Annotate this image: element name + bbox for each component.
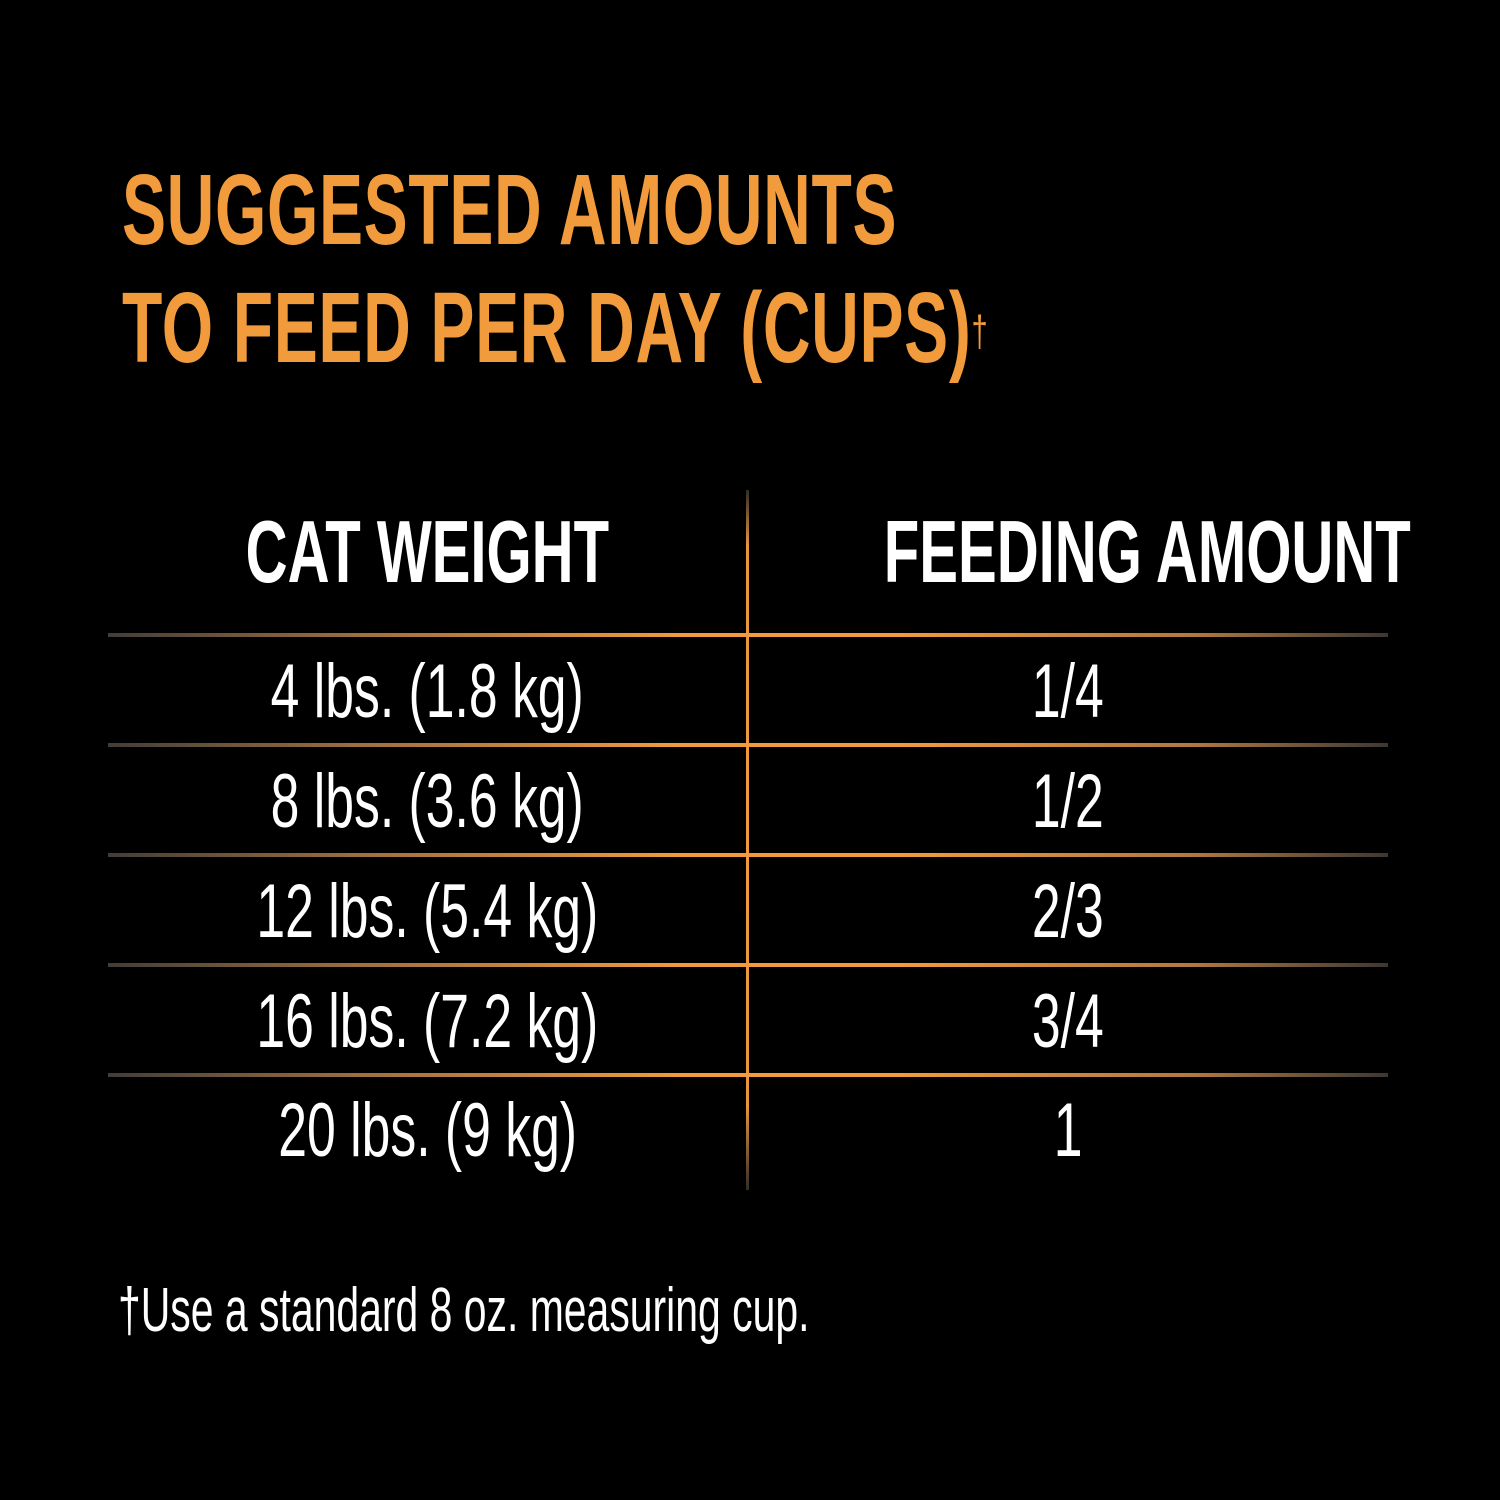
amount-text: 1/2 bbox=[1032, 759, 1104, 844]
dagger-mark: † bbox=[971, 307, 989, 356]
row-divider bbox=[108, 963, 1388, 967]
title-text-2-main: TO FEED PER DAY (CUPS) bbox=[122, 272, 972, 384]
title-line-2: TO FEED PER DAY (CUPS)† bbox=[122, 278, 1435, 378]
weight-text: 16 lbs. (7.2 kg) bbox=[256, 979, 599, 1064]
weight-text: 20 lbs. (9 kg) bbox=[278, 1088, 577, 1173]
weight-cell: 8 lbs. (3.6 kg) bbox=[108, 764, 747, 840]
footnote: †Use a standard 8 oz. measuring cup. bbox=[118, 1280, 1166, 1342]
weight-text: 4 lbs. (1.8 kg) bbox=[270, 649, 585, 734]
weight-cell: 4 lbs. (1.8 kg) bbox=[108, 654, 747, 730]
amount-cell: 1/2 bbox=[748, 764, 1388, 840]
footnote-text: †Use a standard 8 oz. measuring cup. bbox=[118, 1276, 810, 1345]
weight-cell: 12 lbs. (5.4 kg) bbox=[108, 874, 747, 950]
title-line-1: SUGGESTED AMOUNTS bbox=[122, 160, 1296, 260]
column-divider bbox=[746, 490, 749, 1190]
weight-text: 8 lbs. (3.6 kg) bbox=[270, 759, 585, 844]
amount-text: 2/3 bbox=[1032, 869, 1104, 954]
title-text-1: SUGGESTED AMOUNTS bbox=[122, 154, 898, 266]
row-divider bbox=[108, 1073, 1388, 1077]
header-feeding-amount: FEEDING AMOUNT bbox=[748, 508, 1411, 596]
amount-cell: 1 bbox=[748, 1093, 1388, 1169]
header-cat-weight-text: CAT WEIGHT bbox=[245, 502, 610, 601]
amount-text: 1/4 bbox=[1032, 649, 1104, 734]
amount-text: 1 bbox=[1053, 1088, 1083, 1173]
weight-cell: 16 lbs. (7.2 kg) bbox=[108, 984, 747, 1060]
row-divider bbox=[108, 633, 1388, 637]
header-feeding-amount-text: FEEDING AMOUNT bbox=[883, 502, 1411, 601]
header-cat-weight: CAT WEIGHT bbox=[108, 508, 747, 596]
weight-text: 12 lbs. (5.4 kg) bbox=[256, 869, 599, 954]
row-divider bbox=[108, 743, 1388, 747]
amount-cell: 1/4 bbox=[748, 654, 1388, 730]
amount-text: 3/4 bbox=[1032, 979, 1104, 1064]
row-divider bbox=[108, 853, 1388, 857]
amount-cell: 3/4 bbox=[748, 984, 1388, 1060]
weight-cell: 20 lbs. (9 kg) bbox=[108, 1093, 747, 1169]
amount-cell: 2/3 bbox=[748, 874, 1388, 950]
title-text-2: TO FEED PER DAY (CUPS)† bbox=[122, 278, 988, 378]
